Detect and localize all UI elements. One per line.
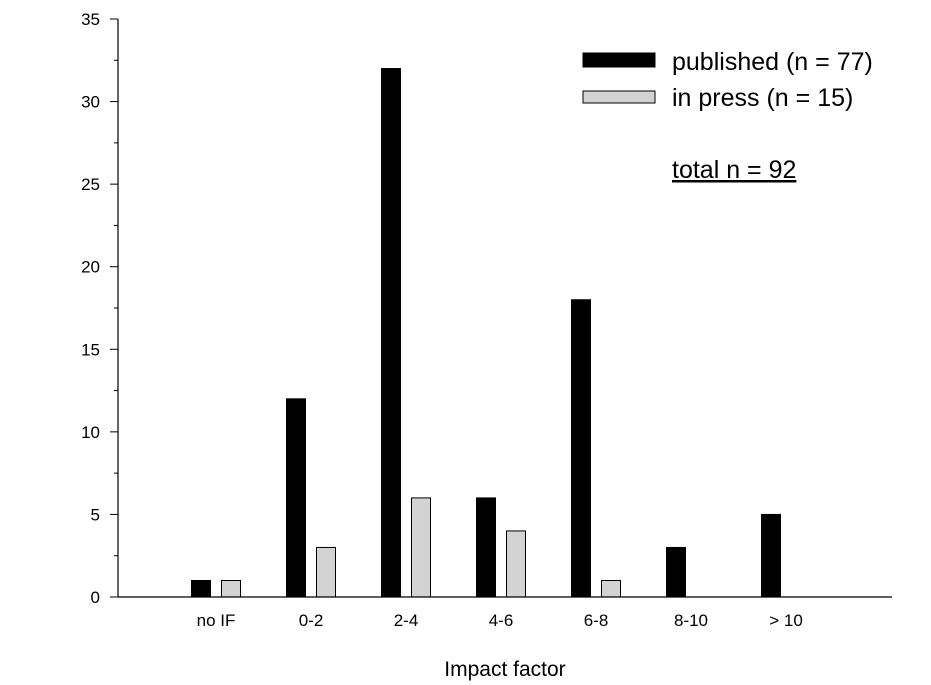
bar-published-4 <box>571 299 591 598</box>
x-tick-label: 2-4 <box>394 611 419 630</box>
bar-in-press-2 <box>411 497 431 598</box>
legend-label-published: published (n = 77) <box>672 48 873 76</box>
y-axis: 0 5 10 15 20 25 30 35 <box>81 10 119 607</box>
x-axis: no IF 0-2 2-4 4-6 6-8 8-10 > 10 <box>118 596 892 630</box>
x-axis-label: Impact factor <box>444 658 565 681</box>
x-tick-label: no IF <box>197 611 236 630</box>
x-tick-label: 8-10 <box>674 611 708 630</box>
bar-published-3 <box>476 497 496 598</box>
x-tick-label: 6-8 <box>584 611 609 630</box>
bar-in-press-4 <box>601 579 621 598</box>
bar-in-press-3 <box>506 530 526 598</box>
y-tick-label: 15 <box>81 340 100 359</box>
y-tick-label: 0 <box>91 588 100 607</box>
bar-published-2 <box>381 68 401 598</box>
y-tick-label: 10 <box>81 423 100 442</box>
legend: published (n = 77) in press (n = 15) <box>582 48 873 112</box>
bar-published-0 <box>191 579 211 598</box>
y-tick-label: 35 <box>81 10 100 29</box>
legend-swatch-published <box>582 52 656 68</box>
y-tick-label: 20 <box>81 258 100 277</box>
x-tick-label: 0-2 <box>299 611 324 630</box>
legend-label-in-press: in press (n = 15) <box>672 84 853 112</box>
x-tick-label: 4-6 <box>489 611 514 630</box>
y-tick-label: 5 <box>91 505 100 524</box>
y-tick-label: 25 <box>81 175 100 194</box>
bars-group <box>191 68 781 598</box>
bar-published-6 <box>761 513 781 598</box>
y-tick-label: 30 <box>81 93 100 112</box>
bar-published-5 <box>666 546 686 598</box>
x-tick-label: > 10 <box>769 611 803 630</box>
total-annotation: total n = 92 <box>672 156 796 184</box>
bar-published-1 <box>286 398 306 598</box>
bar-in-press-1 <box>316 546 336 598</box>
legend-swatch-in-press <box>582 90 656 104</box>
bar-in-press-0 <box>221 579 241 598</box>
